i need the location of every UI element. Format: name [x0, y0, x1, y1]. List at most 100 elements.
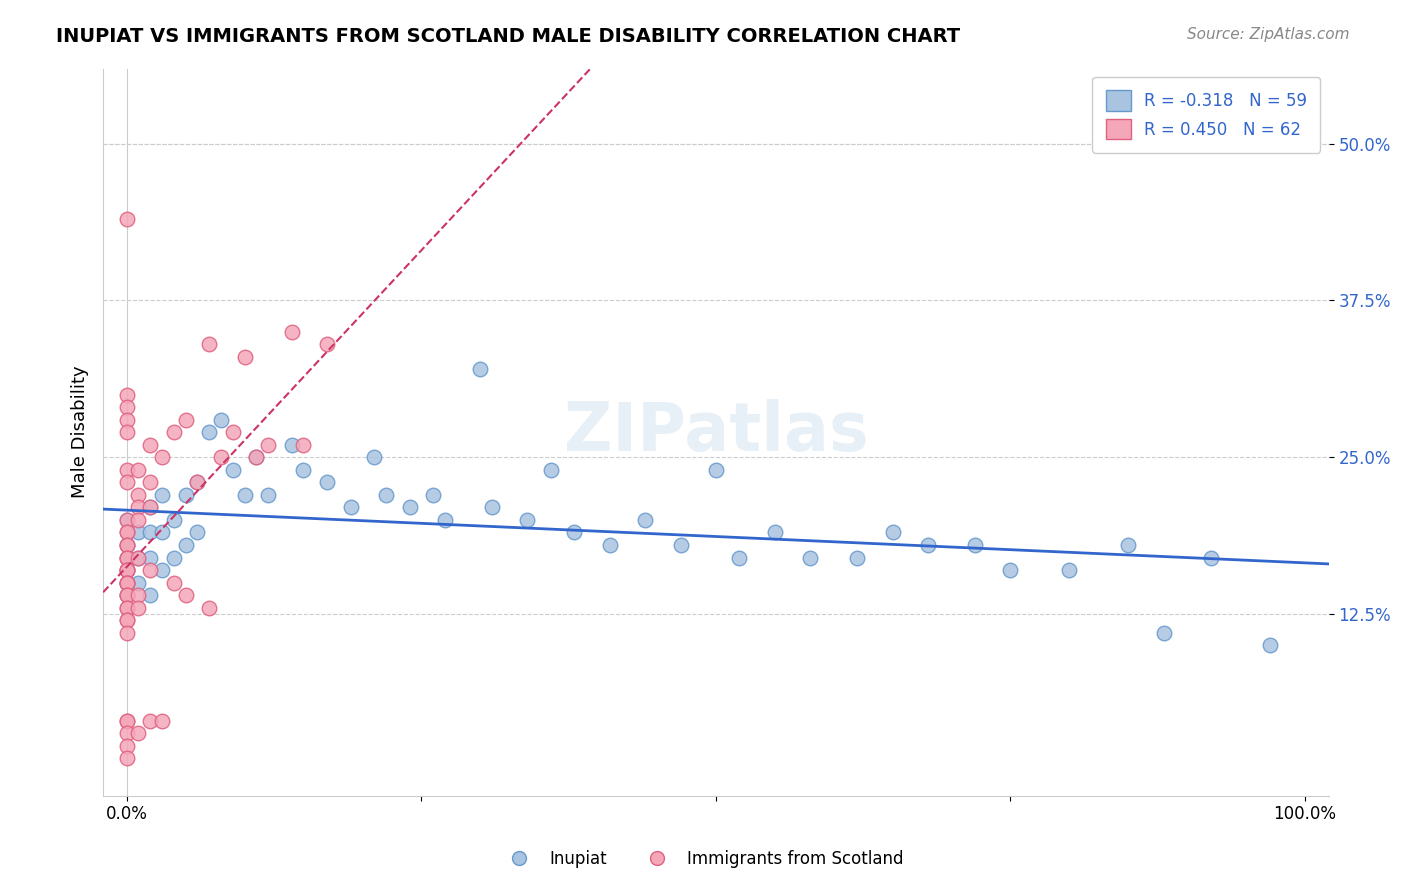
Point [1153, 625, 1175, 640]
Point [127, 488, 149, 502]
Point [115, 575, 138, 590]
Point [115, 575, 138, 590]
Point [127, 500, 149, 515]
Point [115, 714, 138, 728]
Point [233, 350, 256, 364]
Point [115, 600, 138, 615]
Point [139, 475, 162, 490]
Point [174, 588, 197, 602]
Point [115, 588, 138, 602]
Point [433, 513, 456, 527]
Point [174, 538, 197, 552]
Point [222, 463, 245, 477]
Point [257, 488, 280, 502]
Point [139, 550, 162, 565]
Point [245, 450, 267, 465]
Point [115, 625, 138, 640]
Point [186, 525, 208, 540]
Point [799, 550, 821, 565]
Point [257, 438, 280, 452]
Point [115, 751, 138, 765]
Point [222, 425, 245, 439]
Point [398, 500, 420, 515]
Point [882, 525, 904, 540]
Point [127, 588, 149, 602]
Point [115, 400, 138, 414]
Point [115, 600, 138, 615]
Point [139, 588, 162, 602]
Point [115, 714, 138, 728]
Point [115, 475, 138, 490]
Point [115, 211, 138, 226]
Point [150, 488, 173, 502]
Point [150, 450, 173, 465]
Point [198, 425, 221, 439]
Point [1118, 538, 1140, 552]
Point [115, 538, 138, 552]
Point [115, 425, 138, 439]
Point [163, 575, 186, 590]
Point [115, 412, 138, 426]
Point [917, 538, 939, 552]
Point [115, 538, 138, 552]
Point [150, 525, 173, 540]
Point [163, 425, 186, 439]
Point [115, 563, 138, 577]
Point [728, 550, 751, 565]
Point [127, 600, 149, 615]
Point [115, 588, 138, 602]
Point [280, 325, 302, 339]
Point [115, 525, 138, 540]
Text: ZIPatlas: ZIPatlas [564, 399, 868, 465]
Point [150, 563, 173, 577]
Point [233, 488, 256, 502]
Point [115, 538, 138, 552]
Point [127, 525, 149, 540]
Point [139, 563, 162, 577]
Point [127, 513, 149, 527]
Point [115, 588, 138, 602]
Text: INUPIAT VS IMMIGRANTS FROM SCOTLAND MALE DISABILITY CORRELATION CHART: INUPIAT VS IMMIGRANTS FROM SCOTLAND MALE… [56, 27, 960, 45]
Point [139, 500, 162, 515]
Point [174, 412, 197, 426]
Point [127, 463, 149, 477]
Point [599, 538, 621, 552]
Point [115, 575, 138, 590]
Point [163, 550, 186, 565]
Point [115, 726, 138, 740]
Legend: R = -0.318   N = 59, R = 0.450   N = 62: R = -0.318 N = 59, R = 0.450 N = 62 [1092, 77, 1320, 153]
Point [127, 575, 149, 590]
Point [139, 500, 162, 515]
Point [115, 613, 138, 627]
Y-axis label: Male Disability: Male Disability [72, 366, 89, 499]
Point [292, 438, 315, 452]
Point [1000, 563, 1022, 577]
Point [186, 475, 208, 490]
Point [127, 726, 149, 740]
Point [127, 550, 149, 565]
Point [115, 739, 138, 753]
Point [209, 412, 232, 426]
Point [470, 362, 492, 376]
Point [115, 613, 138, 627]
Point [115, 463, 138, 477]
Point [1199, 550, 1222, 565]
Point [174, 488, 197, 502]
Point [363, 450, 385, 465]
Point [669, 538, 692, 552]
Point [339, 500, 361, 515]
Point [292, 463, 315, 477]
Point [704, 463, 727, 477]
Point [316, 337, 339, 351]
Point [115, 563, 138, 577]
Point [115, 575, 138, 590]
Point [139, 714, 162, 728]
Point [115, 513, 138, 527]
Point [245, 450, 267, 465]
Point [540, 463, 562, 477]
Point [280, 438, 302, 452]
Point [209, 450, 232, 465]
Point [115, 387, 138, 401]
Point [186, 475, 208, 490]
Point [634, 513, 657, 527]
